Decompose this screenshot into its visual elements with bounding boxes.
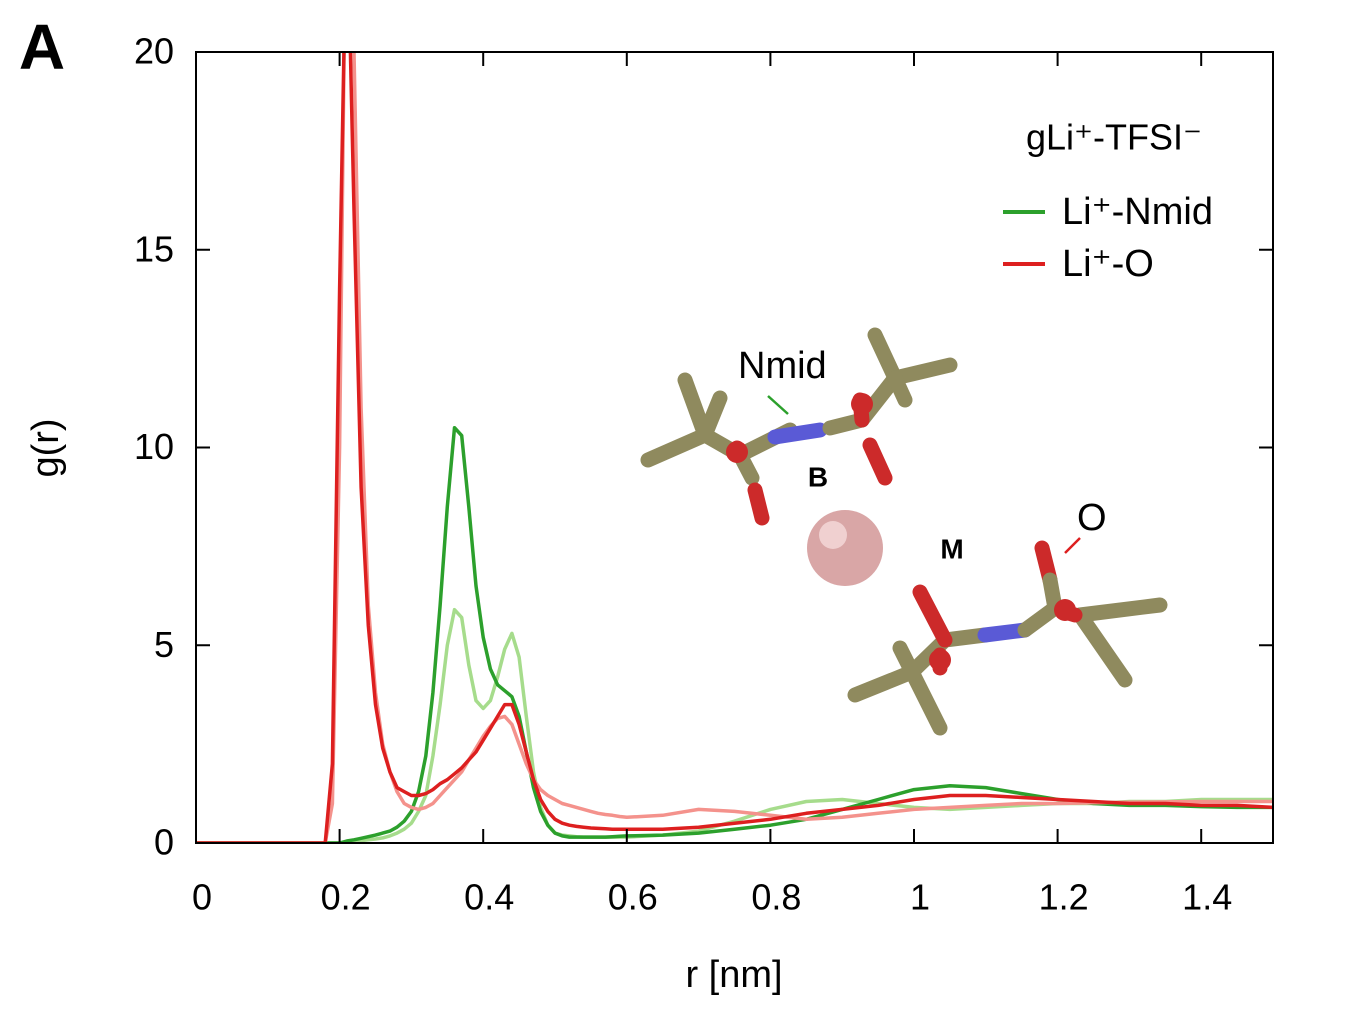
y-tick-label: 5: [154, 624, 174, 665]
data-line: [196, 607, 1273, 843]
x-tick-label: 1.2: [1039, 877, 1089, 918]
data-line: [196, 425, 1273, 843]
x-tick-label: 0.6: [608, 877, 658, 918]
x-tick-label: 0.2: [321, 877, 371, 918]
x-tick-label: 0.8: [751, 877, 801, 918]
plot-lines: [196, 52, 1273, 843]
legend-label: Li⁺-O: [1062, 243, 1154, 285]
x-tick-label: 1: [910, 877, 930, 918]
annotation: M: [940, 533, 963, 564]
data-line: [196, 52, 1273, 843]
y-axis-label: g(r): [25, 418, 67, 477]
panel-label: A: [19, 11, 65, 83]
x-tick-label: 0.4: [464, 877, 514, 918]
x-tick-label: 1.4: [1182, 877, 1232, 918]
y-tick-label: 15: [134, 228, 174, 269]
x-tick-label: 0: [192, 877, 212, 918]
annotation: O: [1077, 497, 1107, 539]
molecule-illustration: [640, 327, 1168, 736]
y-tick-label: 20: [134, 31, 174, 72]
legend-label: Li⁺-Nmid: [1062, 191, 1213, 233]
annotation: B: [808, 461, 828, 492]
y-tick-label: 10: [134, 426, 174, 467]
legend-title: gLi⁺-TFSI⁻: [1026, 117, 1202, 158]
annotation: Nmid: [738, 345, 827, 387]
x-axis-label: r [nm]: [685, 954, 782, 996]
y-tick-label: 0: [154, 822, 174, 863]
